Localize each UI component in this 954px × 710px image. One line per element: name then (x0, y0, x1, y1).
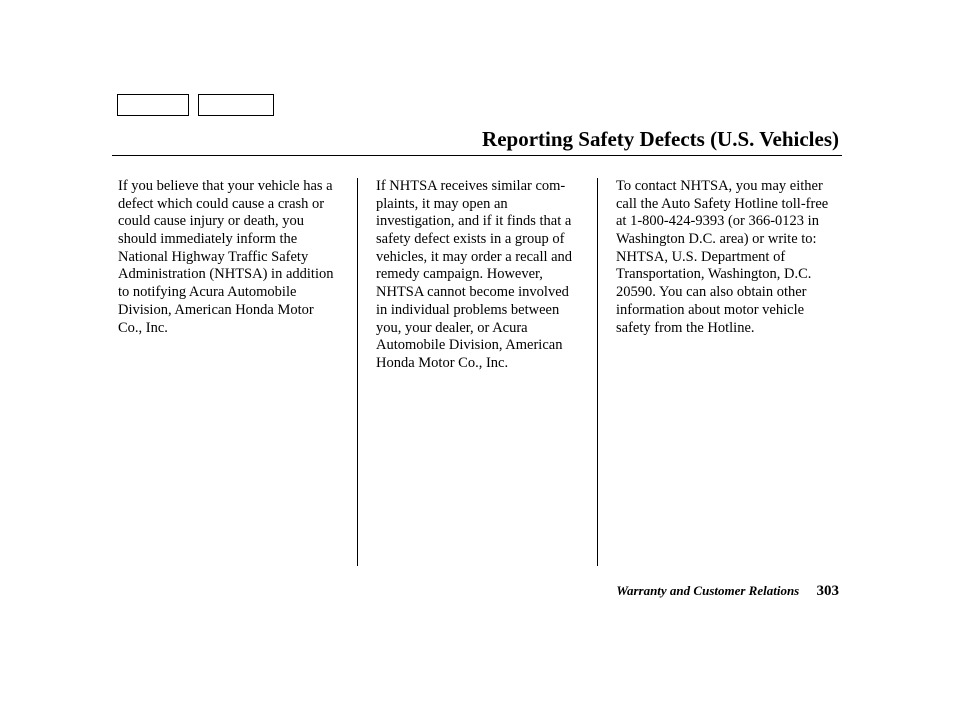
nav-next-box[interactable] (198, 94, 274, 116)
column-separator-1 (357, 178, 358, 566)
body-columns: If you believe that your vehicle has a d… (118, 178, 838, 373)
footer-page-number: 303 (817, 583, 840, 599)
column-separator-2 (597, 178, 598, 566)
page-footer: Warranty and Customer Relations 303 (616, 583, 839, 600)
nav-prev-box[interactable] (117, 94, 189, 116)
column-1: If you believe that your vehicle has a d… (118, 178, 358, 373)
page-title: Reporting Safety Defects (U.S. Vehicles) (482, 127, 839, 152)
column-3: To contact NHTSA, you may either call th… (598, 178, 838, 373)
horizontal-rule (112, 155, 842, 156)
nav-link-group (117, 94, 274, 116)
footer-section-label: Warranty and Customer Relations (616, 583, 799, 598)
column-2: If NHTSA receives similar com­plaints, i… (358, 178, 598, 373)
document-page: Reporting Safety Defects (U.S. Vehicles)… (0, 0, 954, 710)
